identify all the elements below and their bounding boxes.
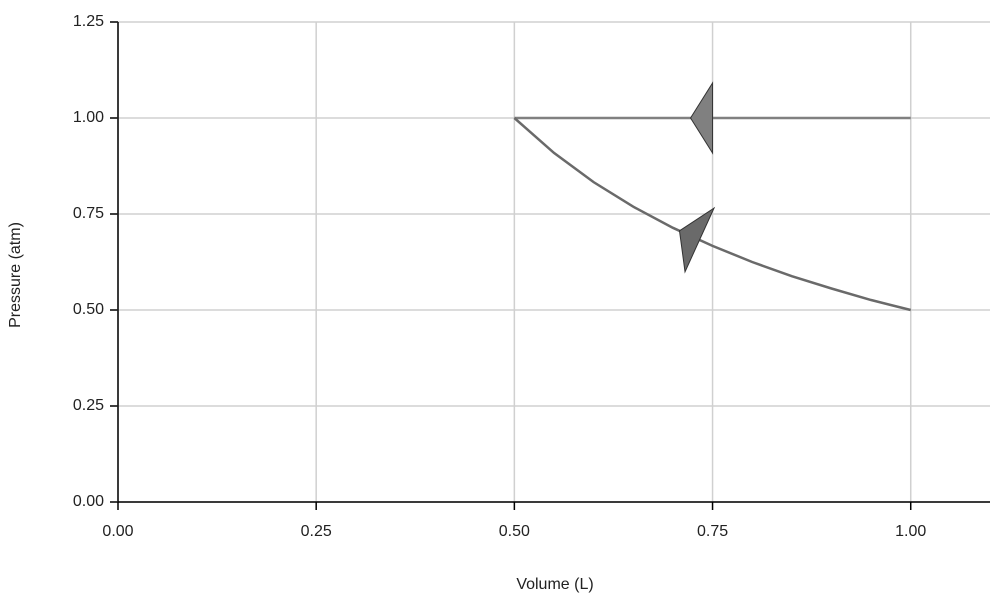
direction-arrow xyxy=(678,206,716,274)
y-tick-label: 1.25 xyxy=(73,13,104,30)
direction-arrow xyxy=(689,81,714,155)
x-tick-label: 0.25 xyxy=(301,523,332,540)
data-line xyxy=(513,117,912,312)
x-tick-label: 0.50 xyxy=(499,523,530,540)
y-tick-label: 0.50 xyxy=(73,301,104,318)
y-tick-label: 1.00 xyxy=(73,109,104,126)
x-tick-label: 0.00 xyxy=(102,523,133,540)
x-tick-label: 0.75 xyxy=(697,523,728,540)
x-tick-label: 1.00 xyxy=(895,523,926,540)
y-tick-label: 0.25 xyxy=(73,397,104,414)
x-axis-label: Volume (L) xyxy=(516,576,593,593)
y-tick-label: 0.75 xyxy=(73,205,104,222)
y-tick-label: 0.00 xyxy=(73,493,104,510)
y-axis-label: Pressure (atm) xyxy=(7,222,24,328)
